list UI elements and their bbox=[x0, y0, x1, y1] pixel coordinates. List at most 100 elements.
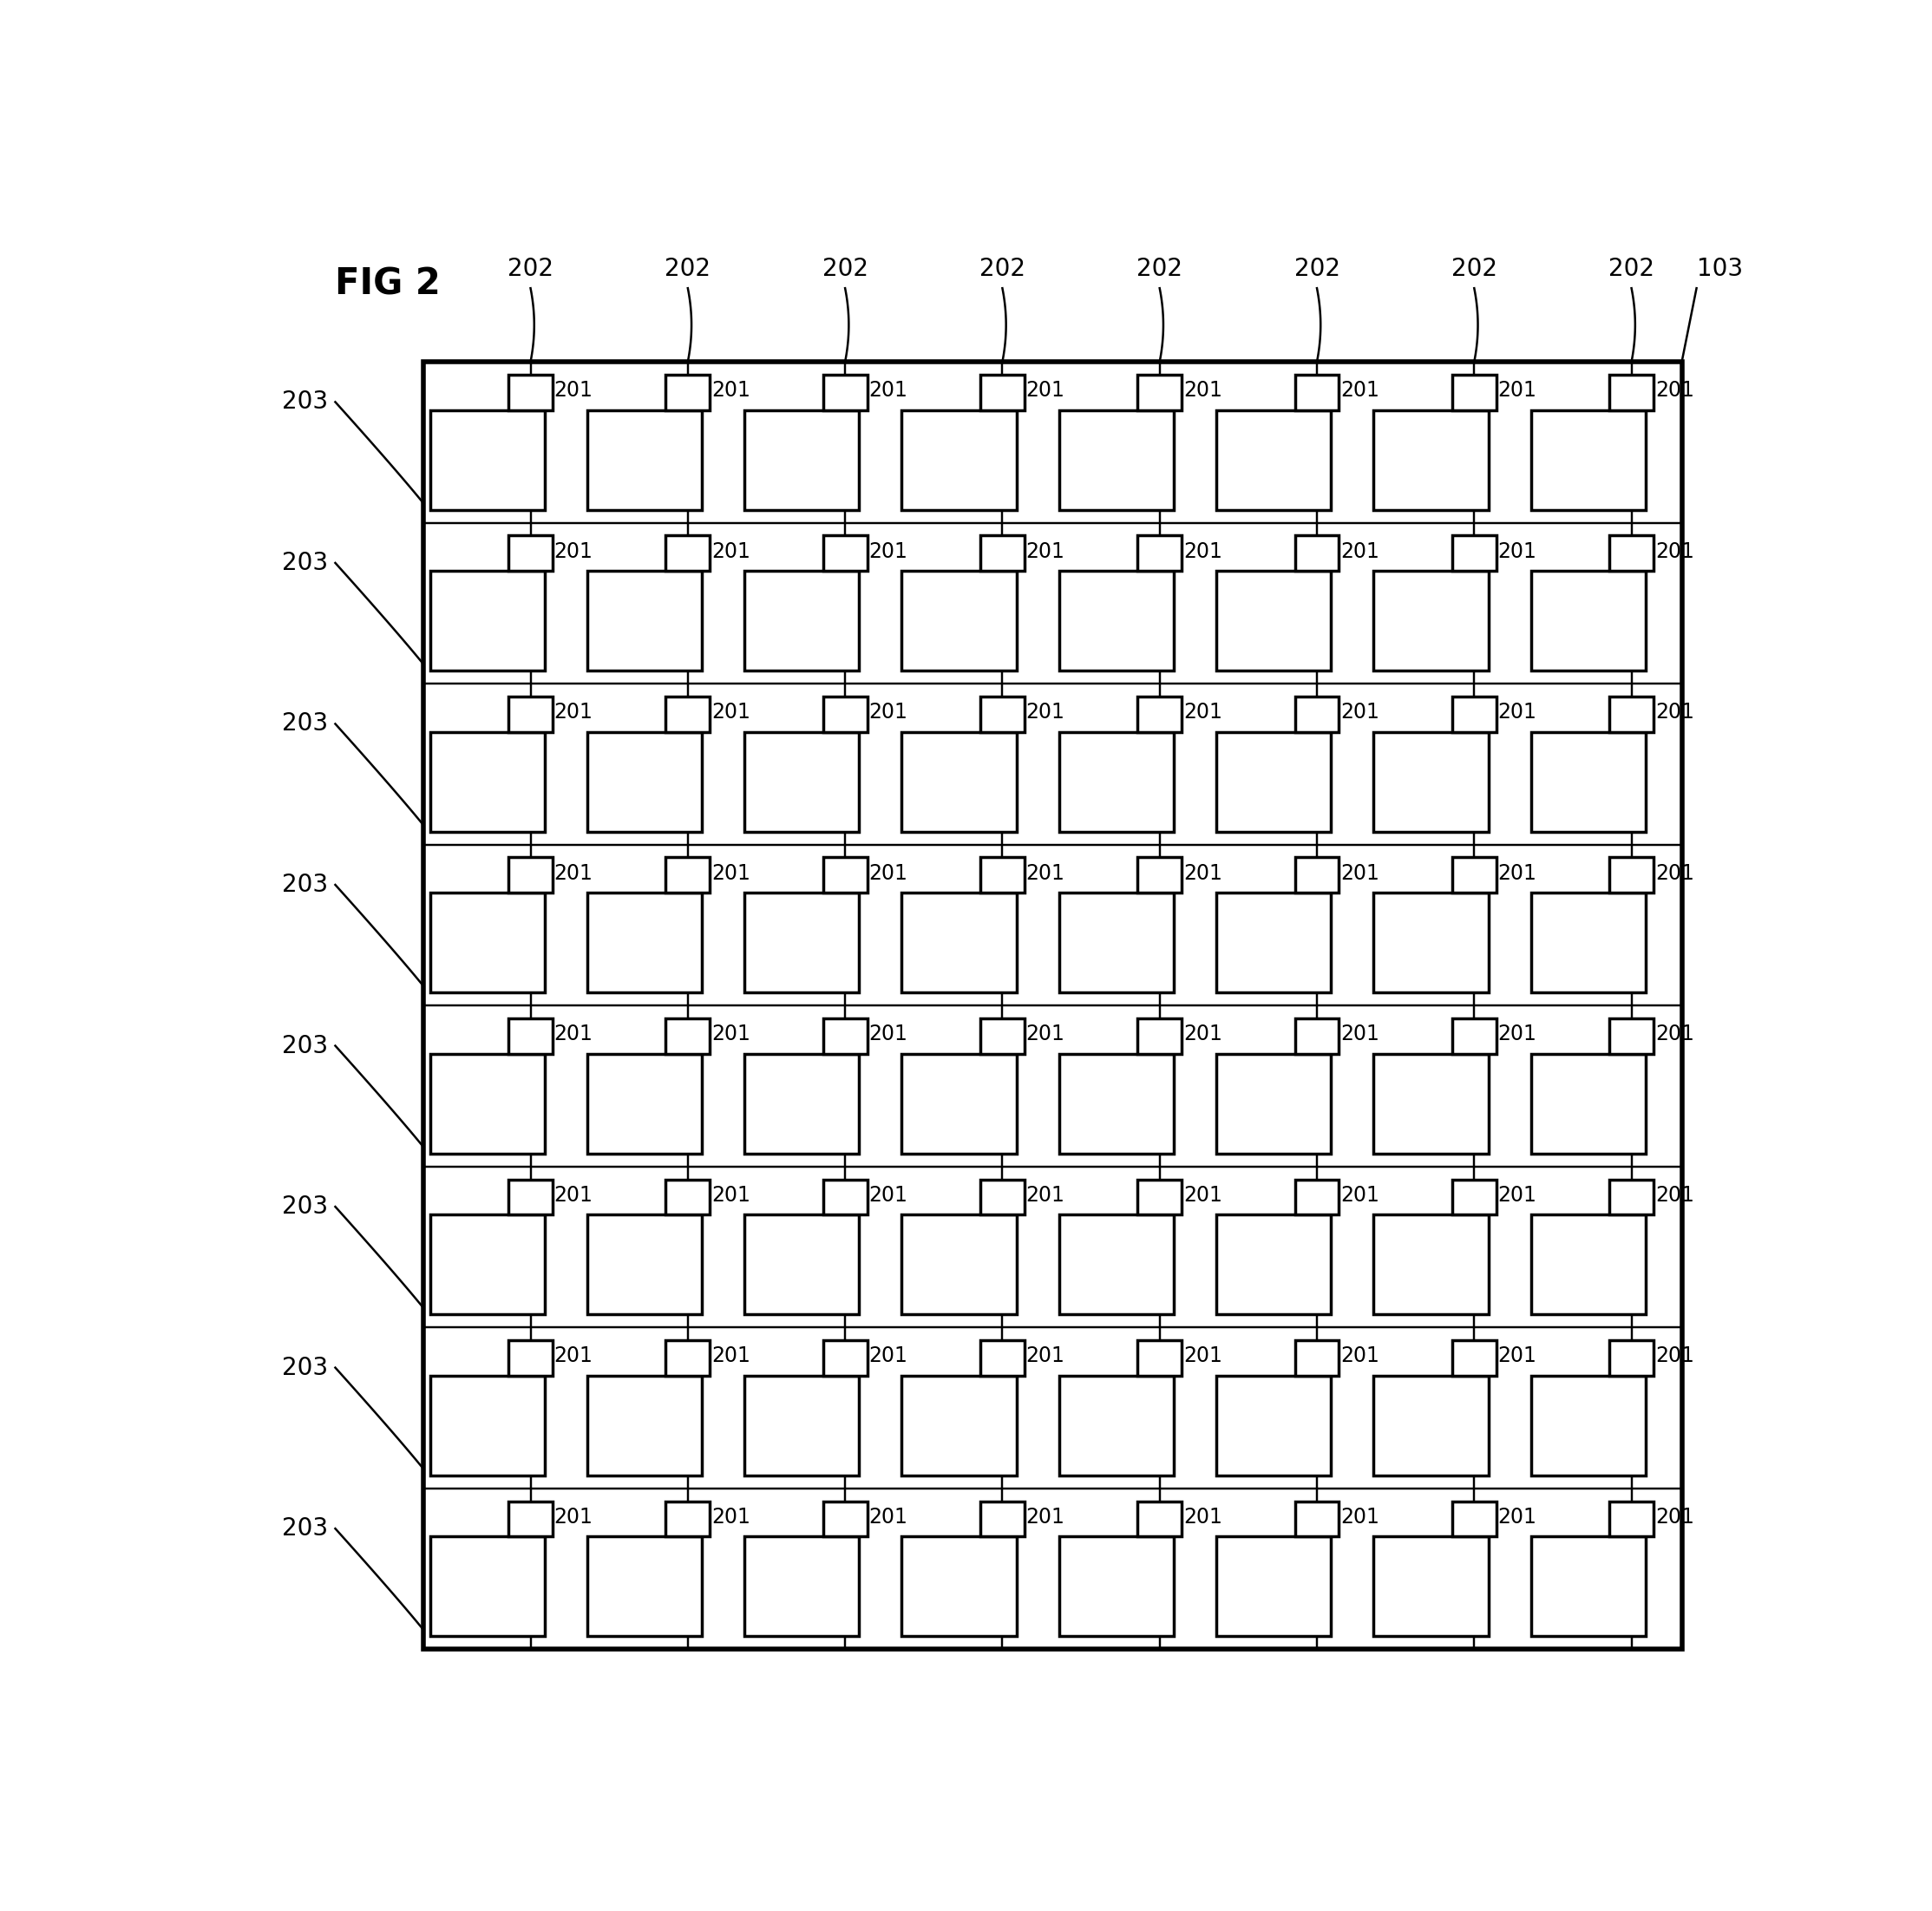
Text: 202: 202 bbox=[980, 256, 1026, 281]
Bar bbox=[1138, 1019, 1182, 1053]
Bar bbox=[1059, 732, 1175, 831]
Bar bbox=[902, 1376, 1016, 1475]
Bar bbox=[980, 1340, 1024, 1376]
Bar bbox=[1217, 1053, 1331, 1154]
Bar bbox=[1217, 892, 1331, 992]
Bar bbox=[1453, 696, 1495, 732]
Bar bbox=[902, 732, 1016, 831]
Text: 201: 201 bbox=[1182, 701, 1223, 722]
Text: 103: 103 bbox=[1696, 256, 1743, 281]
Text: 201: 201 bbox=[711, 541, 750, 562]
Bar bbox=[744, 1376, 860, 1475]
Bar bbox=[431, 892, 545, 992]
Text: 201: 201 bbox=[1026, 1506, 1065, 1527]
Bar bbox=[1138, 1179, 1182, 1215]
Bar bbox=[1609, 696, 1654, 732]
Text: 201: 201 bbox=[1026, 1345, 1065, 1366]
Text: 201: 201 bbox=[711, 1185, 750, 1206]
Bar bbox=[1294, 1502, 1339, 1536]
Bar bbox=[823, 696, 867, 732]
Bar bbox=[667, 1179, 709, 1215]
Text: 201: 201 bbox=[1341, 541, 1379, 562]
Bar bbox=[431, 411, 545, 510]
Bar bbox=[587, 732, 701, 831]
Text: 201: 201 bbox=[869, 380, 908, 401]
Bar bbox=[1138, 535, 1182, 571]
Text: 201: 201 bbox=[869, 1506, 908, 1527]
Bar bbox=[1453, 1179, 1495, 1215]
Text: 201: 201 bbox=[1497, 380, 1536, 401]
Bar bbox=[744, 411, 860, 510]
Bar bbox=[980, 1502, 1024, 1536]
Text: 201: 201 bbox=[1656, 1024, 1694, 1045]
Text: 203: 203 bbox=[282, 1034, 328, 1059]
Bar bbox=[1609, 1179, 1654, 1215]
Text: 201: 201 bbox=[1341, 701, 1379, 722]
Bar bbox=[980, 1019, 1024, 1053]
Text: 203: 203 bbox=[282, 550, 328, 575]
Bar bbox=[587, 892, 701, 992]
Bar bbox=[1059, 892, 1175, 992]
Bar bbox=[1453, 535, 1495, 571]
Bar bbox=[508, 1019, 553, 1053]
Bar bbox=[1374, 571, 1488, 671]
Text: 203: 203 bbox=[282, 1355, 328, 1380]
Bar bbox=[1374, 732, 1488, 831]
Bar bbox=[823, 1019, 867, 1053]
Text: 201: 201 bbox=[1341, 1185, 1379, 1206]
Text: 201: 201 bbox=[1341, 380, 1379, 401]
Bar bbox=[1059, 1215, 1175, 1315]
Bar bbox=[667, 1019, 709, 1053]
Text: 201: 201 bbox=[1341, 1024, 1379, 1045]
Bar bbox=[1294, 535, 1339, 571]
Bar bbox=[1138, 1340, 1182, 1376]
Text: 201: 201 bbox=[869, 701, 908, 722]
Text: 201: 201 bbox=[1656, 1185, 1694, 1206]
Text: 201: 201 bbox=[1182, 1506, 1223, 1527]
Bar bbox=[1374, 411, 1488, 510]
Bar bbox=[902, 1536, 1016, 1636]
Bar bbox=[1609, 1340, 1654, 1376]
Text: 202: 202 bbox=[1609, 256, 1654, 281]
Bar bbox=[431, 1215, 545, 1315]
Text: 201: 201 bbox=[1341, 1345, 1379, 1366]
Bar bbox=[508, 696, 553, 732]
Bar bbox=[587, 1215, 701, 1315]
Bar bbox=[431, 1053, 545, 1154]
Text: 201: 201 bbox=[711, 862, 750, 883]
Text: 201: 201 bbox=[1026, 1024, 1065, 1045]
Text: 201: 201 bbox=[1497, 1506, 1536, 1527]
Text: 201: 201 bbox=[1656, 1345, 1694, 1366]
Bar bbox=[744, 1215, 860, 1315]
Bar bbox=[508, 1502, 553, 1536]
Text: 201: 201 bbox=[711, 380, 750, 401]
Bar bbox=[823, 535, 867, 571]
Text: 202: 202 bbox=[1136, 256, 1182, 281]
Text: 201: 201 bbox=[711, 1345, 750, 1366]
Bar bbox=[1609, 1019, 1654, 1053]
Bar bbox=[1530, 1215, 1646, 1315]
Bar bbox=[667, 535, 709, 571]
Bar bbox=[667, 1502, 709, 1536]
Text: 201: 201 bbox=[1026, 1185, 1065, 1206]
Bar bbox=[823, 1340, 867, 1376]
Bar bbox=[1138, 858, 1182, 892]
Text: 201: 201 bbox=[554, 1024, 593, 1045]
Bar bbox=[1294, 1179, 1339, 1215]
Bar bbox=[1609, 535, 1654, 571]
Bar bbox=[667, 1340, 709, 1376]
Text: 201: 201 bbox=[1026, 541, 1065, 562]
Bar bbox=[1217, 1376, 1331, 1475]
Text: 201: 201 bbox=[869, 1345, 908, 1366]
Text: 201: 201 bbox=[1182, 1185, 1223, 1206]
Bar bbox=[1059, 411, 1175, 510]
Text: 203: 203 bbox=[282, 1194, 328, 1219]
Bar bbox=[1217, 732, 1331, 831]
Text: 201: 201 bbox=[554, 1185, 593, 1206]
Text: 201: 201 bbox=[869, 1024, 908, 1045]
Text: 201: 201 bbox=[1656, 1506, 1694, 1527]
Text: 203: 203 bbox=[282, 390, 328, 415]
Bar bbox=[508, 1340, 553, 1376]
Text: 201: 201 bbox=[1182, 862, 1223, 883]
Text: 202: 202 bbox=[665, 256, 711, 281]
